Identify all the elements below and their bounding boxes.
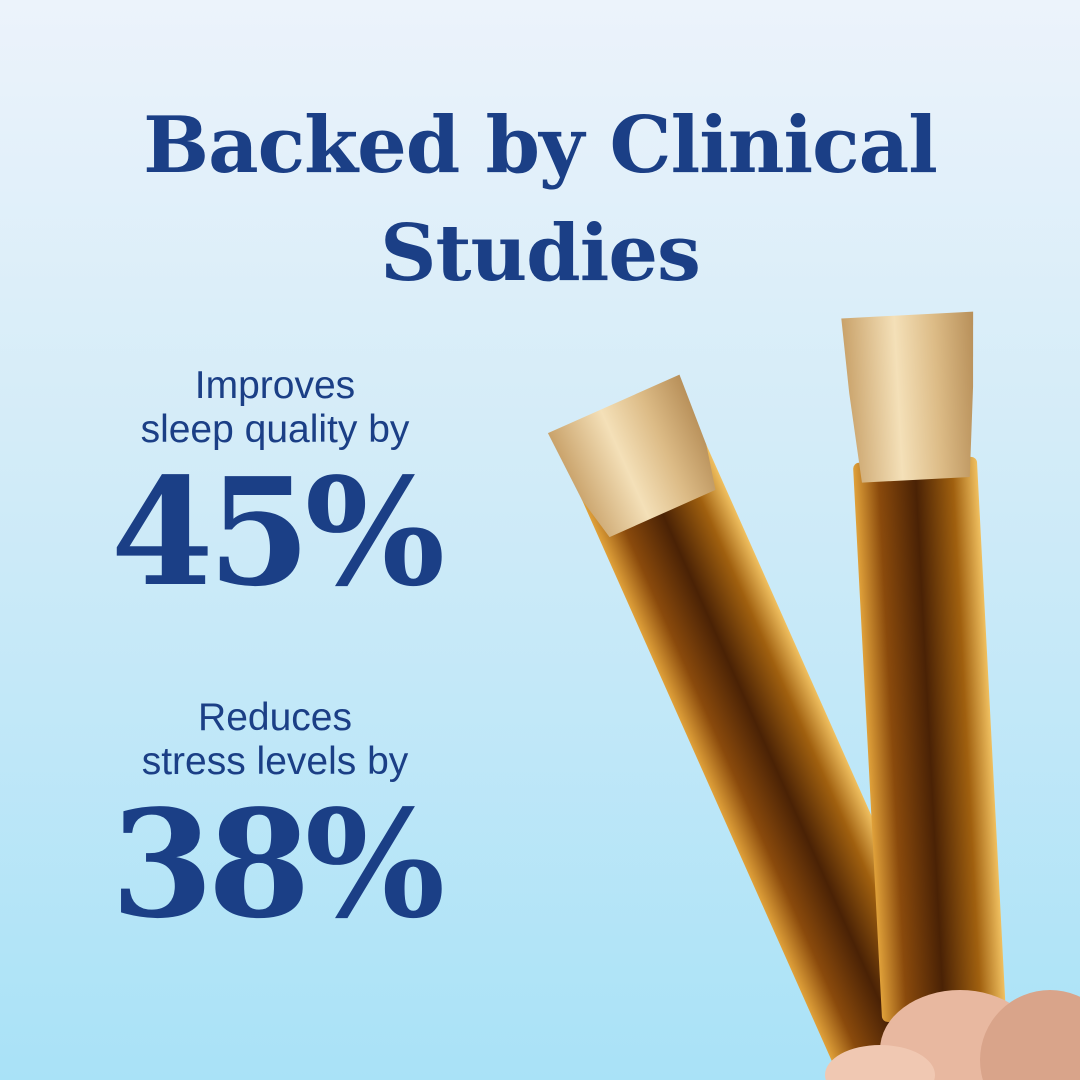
stat-stress-levels: Reduces stress levels by 38% [60, 696, 490, 944]
stat-label-line-2: stress levels by [141, 740, 409, 783]
hand [825, 990, 1080, 1080]
stat-label-line-1: Reduces [198, 696, 352, 739]
stat-label-line-2: sleep quality by [140, 408, 410, 451]
page-title: Backed by Clinical Studies [0, 92, 1080, 308]
stat-label-line-1: Improves [194, 364, 356, 407]
title-line-1: Backed by Clinical [143, 100, 938, 191]
stat-value: 45% [110, 445, 446, 619]
stat-sleep-quality: Improves sleep quality by 45% [60, 364, 490, 612]
title-line-2: Studies [380, 208, 701, 299]
stat-value: 38% [110, 777, 446, 951]
stick-pack-right [841, 311, 1006, 1022]
stick-pack-left [547, 374, 977, 1080]
